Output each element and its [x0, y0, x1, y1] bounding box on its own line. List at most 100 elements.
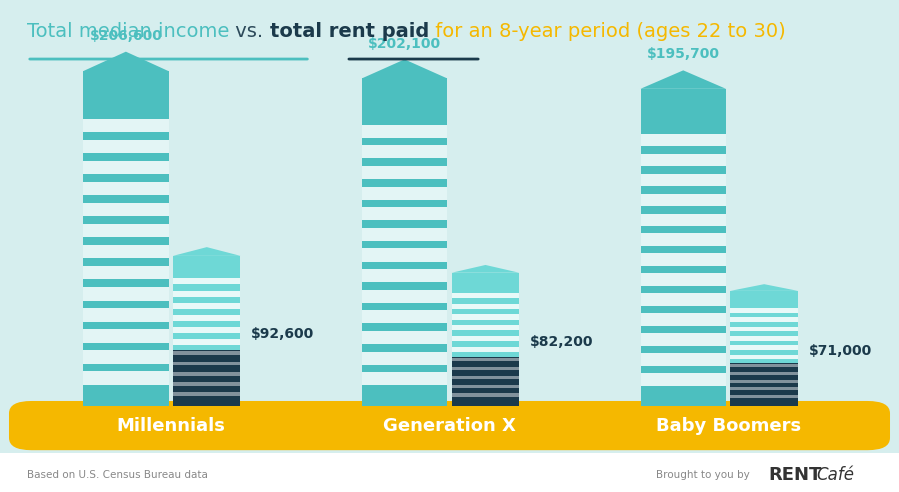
Bar [641, 214, 726, 226]
Bar [451, 379, 519, 384]
Bar [730, 383, 798, 387]
Text: Generation X: Generation X [383, 417, 516, 434]
Text: $202,100: $202,100 [368, 36, 441, 51]
Bar [641, 193, 726, 206]
Bar [173, 303, 241, 309]
Bar [361, 125, 448, 138]
Polygon shape [83, 52, 169, 71]
Bar [173, 351, 241, 357]
Bar [361, 145, 448, 158]
Bar [641, 293, 726, 306]
Bar [173, 350, 241, 406]
Text: $92,600: $92,600 [252, 328, 315, 341]
Bar [361, 166, 448, 179]
Bar [173, 375, 241, 382]
Text: Millennials: Millennials [116, 417, 226, 434]
Bar [451, 357, 519, 406]
FancyBboxPatch shape [641, 89, 726, 406]
Text: Brought to you by: Brought to you by [656, 470, 750, 480]
Polygon shape [641, 70, 726, 89]
Bar [173, 351, 241, 355]
Bar [83, 203, 169, 216]
Bar [173, 362, 241, 366]
Bar [641, 353, 726, 366]
FancyBboxPatch shape [451, 273, 519, 406]
Bar [0, 453, 899, 492]
Text: $82,200: $82,200 [530, 336, 593, 349]
Bar [83, 245, 169, 258]
Bar [83, 350, 169, 364]
Bar [83, 182, 169, 195]
Bar [173, 315, 241, 321]
Bar [730, 373, 798, 378]
Bar [451, 336, 519, 341]
Bar [451, 385, 519, 388]
Polygon shape [173, 247, 241, 256]
Text: RENT: RENT [769, 466, 822, 484]
Bar [83, 161, 169, 174]
Polygon shape [361, 60, 448, 78]
Bar [173, 291, 241, 297]
Bar [451, 367, 519, 370]
Bar [83, 371, 169, 385]
Bar [730, 380, 798, 383]
Bar [730, 363, 798, 406]
Bar [641, 134, 726, 146]
Text: Based on U.S. Census Bureau data: Based on U.S. Census Bureau data [27, 470, 208, 480]
FancyBboxPatch shape [83, 71, 169, 406]
Polygon shape [451, 265, 519, 273]
Bar [361, 310, 448, 323]
Bar [730, 395, 798, 398]
FancyBboxPatch shape [361, 78, 448, 406]
Bar [641, 253, 726, 266]
Bar [83, 329, 169, 342]
Text: Total median income: Total median income [27, 23, 229, 41]
Bar [641, 174, 726, 186]
Bar [361, 228, 448, 241]
Text: total rent paid: total rent paid [270, 23, 429, 41]
Bar [83, 308, 169, 322]
FancyBboxPatch shape [730, 291, 798, 406]
Bar [730, 336, 798, 340]
Bar [451, 375, 519, 379]
Bar [173, 388, 241, 394]
Bar [451, 347, 519, 352]
Bar [173, 382, 241, 386]
Bar [361, 331, 448, 344]
Bar [451, 314, 519, 320]
Bar [451, 304, 519, 309]
Bar [361, 248, 448, 262]
Bar [730, 327, 798, 332]
Bar [83, 119, 169, 132]
Bar [730, 372, 798, 375]
Bar [173, 392, 241, 396]
Bar [730, 364, 798, 367]
Bar [451, 368, 519, 373]
Bar [451, 358, 519, 363]
Text: Café: Café [816, 466, 854, 484]
Bar [730, 364, 798, 369]
Bar [730, 387, 798, 391]
Bar [451, 293, 519, 298]
Bar [173, 339, 241, 345]
Bar [730, 308, 798, 313]
Bar [173, 364, 241, 369]
Bar [83, 266, 169, 279]
Bar [361, 352, 448, 365]
Bar [730, 392, 798, 397]
Text: Baby Boomers: Baby Boomers [655, 417, 801, 434]
Bar [730, 317, 798, 322]
Text: $71,000: $71,000 [809, 344, 872, 358]
Bar [730, 355, 798, 359]
Bar [83, 287, 169, 301]
Bar [83, 224, 169, 237]
Text: $206,600: $206,600 [89, 29, 163, 43]
Text: $195,700: $195,700 [646, 48, 720, 62]
FancyBboxPatch shape [173, 256, 241, 406]
Bar [451, 325, 519, 331]
Bar [83, 140, 169, 153]
Bar [361, 372, 448, 385]
Bar [730, 345, 798, 350]
Bar [641, 333, 726, 346]
Text: for an 8-year period (ages 22 to 30): for an 8-year period (ages 22 to 30) [429, 23, 786, 41]
